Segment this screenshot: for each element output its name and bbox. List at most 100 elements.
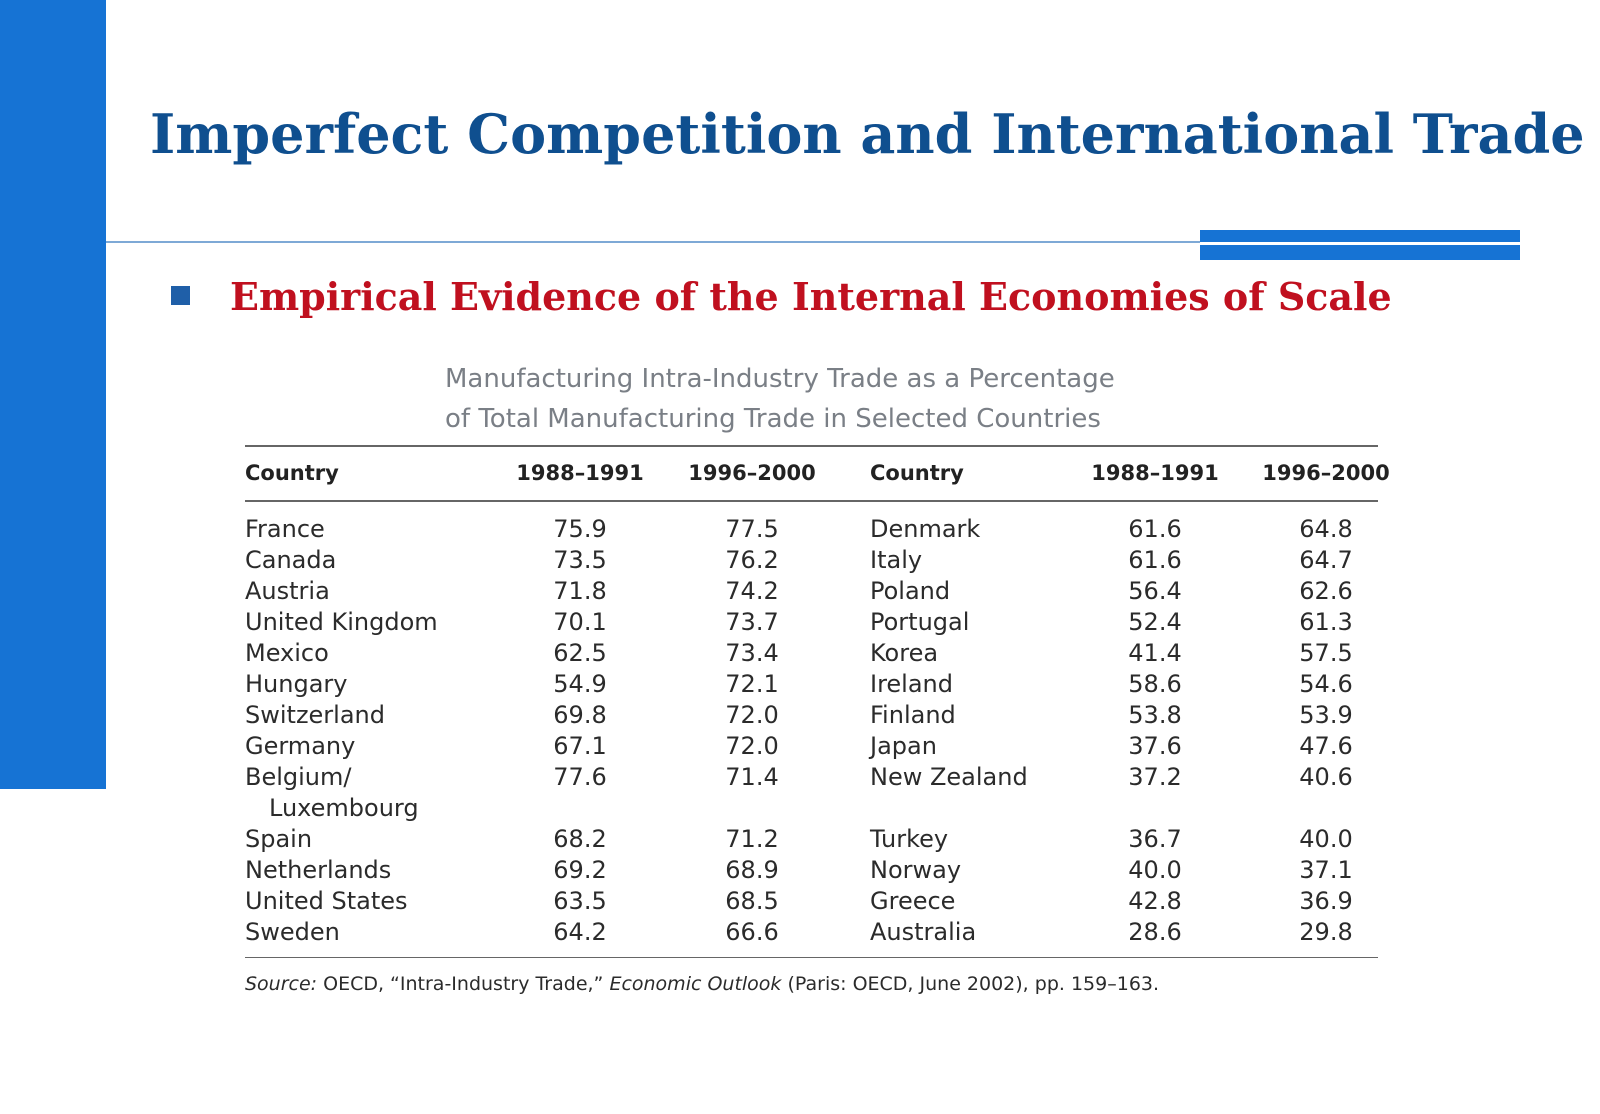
table-cell-country-continued: Luxembourg bbox=[269, 794, 419, 822]
table-cell-value: 52.4 bbox=[1128, 608, 1182, 636]
table-cell-value: 61.3 bbox=[1299, 608, 1353, 636]
table-cell-country: Sweden bbox=[245, 918, 340, 946]
table-cell-value: 53.8 bbox=[1128, 701, 1182, 729]
table-cell-value: 71.8 bbox=[553, 577, 607, 605]
table-cell-country: Switzerland bbox=[245, 701, 385, 729]
side-accent-bar bbox=[0, 0, 106, 789]
table-cell-country: Ireland bbox=[870, 670, 954, 698]
table-cell-value: 69.2 bbox=[553, 856, 607, 884]
table-cell-value: 37.1 bbox=[1299, 856, 1353, 884]
table-cell-country: France bbox=[245, 515, 325, 543]
table-cell-value: 67.1 bbox=[553, 732, 607, 760]
square-bullet-icon bbox=[171, 286, 190, 305]
column-header: 1996–2000 bbox=[688, 461, 816, 485]
table-cell-country: Spain bbox=[245, 825, 313, 853]
table-cell-country: Netherlands bbox=[245, 856, 392, 884]
table-cell-value: 41.4 bbox=[1128, 639, 1182, 667]
column-header: Country bbox=[870, 461, 964, 485]
table-cell-country: Italy bbox=[870, 546, 923, 574]
table-cell-country: Turkey bbox=[870, 825, 949, 853]
table-cell-value: 40.0 bbox=[1299, 825, 1353, 853]
column-header: 1996–2000 bbox=[1262, 461, 1390, 485]
table-cell-value: 64.8 bbox=[1299, 515, 1353, 543]
column-header: 1988–1991 bbox=[516, 461, 644, 485]
table-cell-value: 40.0 bbox=[1128, 856, 1182, 884]
table-cell-country: Finland bbox=[870, 701, 956, 729]
table-cell-value: 54.6 bbox=[1299, 670, 1353, 698]
table-cell-value: 61.6 bbox=[1128, 515, 1182, 543]
table-caption-line-2: of Total Manufacturing Trade in Selected… bbox=[445, 404, 1101, 434]
table-cell-country: Greece bbox=[870, 887, 956, 915]
table-cell-value: 54.9 bbox=[553, 670, 607, 698]
table-cell-value: 66.6 bbox=[725, 918, 779, 946]
table-cell-country: Mexico bbox=[245, 639, 329, 667]
table-cell-value: 36.7 bbox=[1128, 825, 1182, 853]
source-label: Source: bbox=[245, 973, 318, 995]
table-cell-country: Norway bbox=[870, 856, 962, 884]
table-cell-value: 58.6 bbox=[1128, 670, 1182, 698]
table-cell-value: 36.9 bbox=[1299, 887, 1353, 915]
source-publication: Economic Outlook bbox=[609, 973, 782, 995]
table-cell-value: 68.5 bbox=[725, 887, 779, 915]
table-cell-country: New Zealand bbox=[870, 763, 1028, 791]
table-cell-value: 71.2 bbox=[725, 825, 779, 853]
table-cell-value: 68.9 bbox=[725, 856, 779, 884]
table-cell-value: 61.6 bbox=[1128, 546, 1182, 574]
table-cell-value: 37.6 bbox=[1128, 732, 1182, 760]
column-header: 1988–1991 bbox=[1091, 461, 1219, 485]
table-cell-value: 29.8 bbox=[1299, 918, 1353, 946]
table-header-rule bbox=[245, 500, 1378, 502]
column-header: Country bbox=[245, 461, 339, 485]
table-cell-value: 72.0 bbox=[725, 732, 779, 760]
table-cell-value: 62.6 bbox=[1299, 577, 1353, 605]
table-cell-country: Korea bbox=[870, 639, 939, 667]
table-cell-country: Australia bbox=[870, 918, 977, 946]
table-cell-value: 76.2 bbox=[725, 546, 779, 574]
table-cell-country: Canada bbox=[245, 546, 337, 574]
table-cell-value: 69.8 bbox=[553, 701, 607, 729]
table-cell-country: United Kingdom bbox=[245, 608, 438, 636]
table-cell-country: Poland bbox=[870, 577, 951, 605]
table-bottom-rule bbox=[245, 957, 1378, 958]
title-divider bbox=[106, 241, 1206, 243]
source-text-part-2: (Paris: OECD, June 2002), pp. 159–163. bbox=[781, 973, 1160, 995]
table-cell-country: Portugal bbox=[870, 608, 970, 636]
source-text-part-1: OECD, “Intra-Industry Trade,” bbox=[317, 973, 610, 995]
table-cell-value: 73.4 bbox=[725, 639, 779, 667]
table-cell-value: 70.1 bbox=[553, 608, 607, 636]
table-cell-value: 53.9 bbox=[1299, 701, 1353, 729]
table-cell-value: 28.6 bbox=[1128, 918, 1182, 946]
table-cell-value: 77.6 bbox=[553, 763, 607, 791]
table-cell-value: 77.5 bbox=[725, 515, 779, 543]
table-cell-country: Japan bbox=[870, 732, 937, 760]
table-cell-country: Austria bbox=[245, 577, 330, 605]
table-cell-country: Germany bbox=[245, 732, 356, 760]
table-cell-value: 40.6 bbox=[1299, 763, 1353, 791]
table-cell-country: Hungary bbox=[245, 670, 348, 698]
title-accent-bar bbox=[1200, 230, 1520, 260]
table-cell-value: 72.0 bbox=[725, 701, 779, 729]
table-source-note: Source: OECD, “Intra-Industry Trade,” Ec… bbox=[245, 973, 1159, 995]
table-caption-line-1: Manufacturing Intra-Industry Trade as a … bbox=[445, 364, 1115, 394]
table-cell-value: 64.2 bbox=[553, 918, 607, 946]
table-cell-value: 56.4 bbox=[1128, 577, 1182, 605]
table-cell-value: 57.5 bbox=[1299, 639, 1353, 667]
table-top-rule bbox=[245, 445, 1378, 447]
table-cell-country: Denmark bbox=[870, 515, 981, 543]
table-cell-value: 68.2 bbox=[553, 825, 607, 853]
table-cell-value: 64.7 bbox=[1299, 546, 1353, 574]
table-cell-value: 71.4 bbox=[725, 763, 779, 791]
table-cell-value: 72.1 bbox=[725, 670, 779, 698]
table-cell-value: 37.2 bbox=[1128, 763, 1182, 791]
slide-subtitle: Empirical Evidence of the Internal Econo… bbox=[230, 274, 1392, 319]
table-cell-value: 73.7 bbox=[725, 608, 779, 636]
table-cell-country: United States bbox=[245, 887, 408, 915]
table-cell-country: Belgium/ bbox=[245, 763, 352, 791]
table-cell-value: 63.5 bbox=[553, 887, 607, 915]
table-caption: Manufacturing Intra-Industry Trade as a … bbox=[445, 359, 1115, 439]
table-cell-value: 73.5 bbox=[553, 546, 607, 574]
table-cell-value: 62.5 bbox=[553, 639, 607, 667]
table-cell-value: 47.6 bbox=[1299, 732, 1353, 760]
table-cell-value: 75.9 bbox=[553, 515, 607, 543]
table-cell-value: 74.2 bbox=[725, 577, 779, 605]
